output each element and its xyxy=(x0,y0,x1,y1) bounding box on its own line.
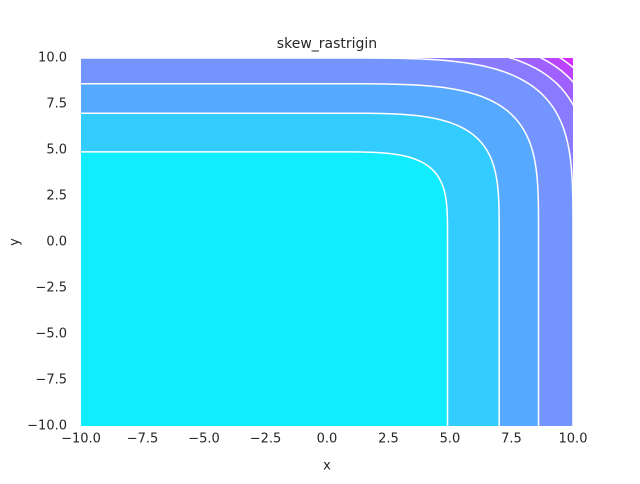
chart-title: skew_rastrigin xyxy=(277,36,377,52)
contour-line xyxy=(81,151,449,426)
x-tick-label: −7.5 xyxy=(127,432,159,447)
contour-line xyxy=(558,58,573,69)
y-tick-label: 7.5 xyxy=(46,97,67,112)
y-tick-label: −10.0 xyxy=(27,419,67,434)
contour-line xyxy=(508,58,573,107)
y-tick-label: −2.5 xyxy=(35,281,67,296)
x-tick-label: 5.0 xyxy=(440,432,461,447)
y-tick-label: −7.5 xyxy=(35,373,67,388)
y-tick-label: 0.0 xyxy=(46,235,67,250)
contour-line xyxy=(81,58,573,426)
plot-area xyxy=(81,58,573,426)
y-tick-label: −5.0 xyxy=(35,327,67,342)
y-axis-label: y xyxy=(8,238,23,246)
contour-line xyxy=(81,112,500,426)
x-tick-label: −2.5 xyxy=(250,432,282,447)
x-tick-label: 0.0 xyxy=(317,432,338,447)
x-axis-label: x xyxy=(323,459,331,474)
x-tick-label: 2.5 xyxy=(378,432,399,447)
y-tick-label: 10.0 xyxy=(38,51,67,66)
x-tick-label: 10.0 xyxy=(559,432,588,447)
x-tick-label: −5.0 xyxy=(188,432,220,447)
y-tick-label: 2.5 xyxy=(46,189,67,204)
x-tick-label: 7.5 xyxy=(501,432,522,447)
contour-line xyxy=(539,58,573,84)
x-tick-label: −10.0 xyxy=(61,432,101,447)
contour-line xyxy=(81,83,540,426)
contour-band xyxy=(81,151,448,426)
y-tick-label: 5.0 xyxy=(46,143,67,158)
